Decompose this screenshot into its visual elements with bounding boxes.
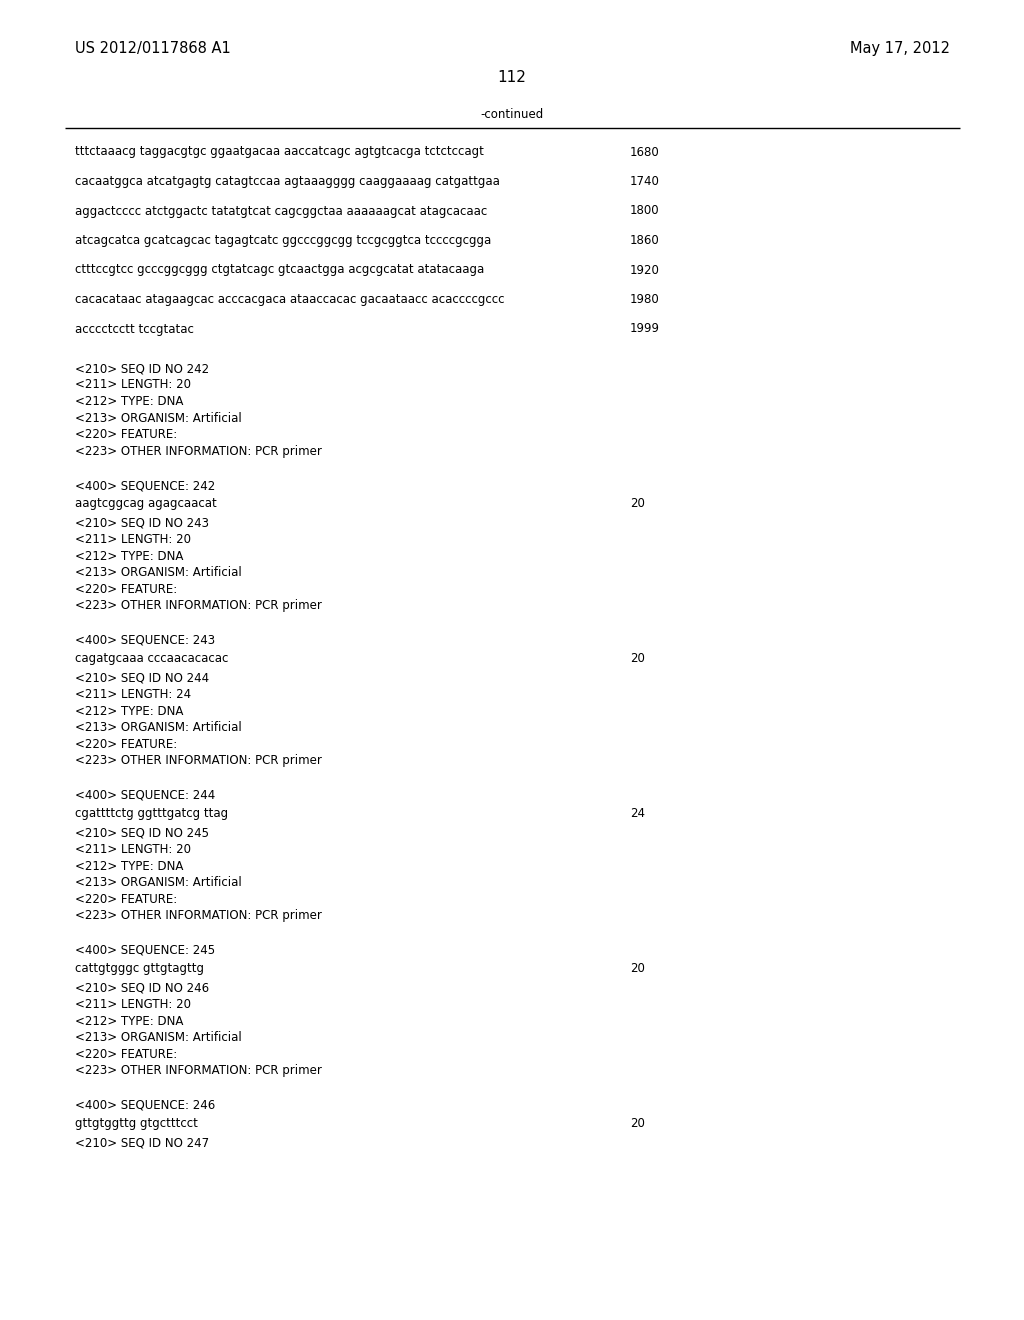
- Text: 20: 20: [630, 498, 645, 510]
- Text: <212> TYPE: DNA: <212> TYPE: DNA: [75, 395, 183, 408]
- Text: cagatgcaaa cccaacacacac: cagatgcaaa cccaacacacac: [75, 652, 228, 665]
- Text: tttctaaacg taggacgtgc ggaatgacaa aaccatcagc agtgtcacga tctctccagt: tttctaaacg taggacgtgc ggaatgacaa aaccatc…: [75, 145, 484, 158]
- Text: <223> OTHER INFORMATION: PCR primer: <223> OTHER INFORMATION: PCR primer: [75, 909, 322, 923]
- Text: <223> OTHER INFORMATION: PCR primer: <223> OTHER INFORMATION: PCR primer: [75, 755, 322, 767]
- Text: <223> OTHER INFORMATION: PCR primer: <223> OTHER INFORMATION: PCR primer: [75, 445, 322, 458]
- Text: acccctcctt tccgtatac: acccctcctt tccgtatac: [75, 322, 194, 335]
- Text: 1740: 1740: [630, 176, 659, 187]
- Text: <220> FEATURE:: <220> FEATURE:: [75, 583, 177, 597]
- Text: <220> FEATURE:: <220> FEATURE:: [75, 894, 177, 906]
- Text: 1680: 1680: [630, 145, 659, 158]
- Text: -continued: -continued: [480, 108, 544, 121]
- Text: atcagcatca gcatcagcac tagagtcatc ggcccggcgg tccgcggtca tccccgcgga: atcagcatca gcatcagcac tagagtcatc ggcccgg…: [75, 234, 492, 247]
- Text: cattgtgggc gttgtagttg: cattgtgggc gttgtagttg: [75, 962, 204, 975]
- Text: <223> OTHER INFORMATION: PCR primer: <223> OTHER INFORMATION: PCR primer: [75, 599, 322, 612]
- Text: <400> SEQUENCE: 245: <400> SEQUENCE: 245: [75, 944, 215, 957]
- Text: <400> SEQUENCE: 246: <400> SEQUENCE: 246: [75, 1100, 215, 1111]
- Text: 20: 20: [630, 962, 645, 975]
- Text: <210> SEQ ID NO 247: <210> SEQ ID NO 247: [75, 1137, 209, 1150]
- Text: 112: 112: [498, 70, 526, 86]
- Text: <400> SEQUENCE: 242: <400> SEQUENCE: 242: [75, 479, 215, 492]
- Text: 20: 20: [630, 1117, 645, 1130]
- Text: cacacataac atagaagcac acccacgaca ataaccacac gacaataacc acaccccgccc: cacacataac atagaagcac acccacgaca ataacca…: [75, 293, 505, 306]
- Text: cacaatggca atcatgagtg catagtccaa agtaaagggg caaggaaaag catgattgaa: cacaatggca atcatgagtg catagtccaa agtaaag…: [75, 176, 500, 187]
- Text: <213> ORGANISM: Artificial: <213> ORGANISM: Artificial: [75, 722, 242, 734]
- Text: <210> SEQ ID NO 245: <210> SEQ ID NO 245: [75, 828, 209, 840]
- Text: <211> LENGTH: 24: <211> LENGTH: 24: [75, 689, 191, 701]
- Text: 1999: 1999: [630, 322, 660, 335]
- Text: 1980: 1980: [630, 293, 659, 306]
- Text: <210> SEQ ID NO 243: <210> SEQ ID NO 243: [75, 517, 209, 531]
- Text: <213> ORGANISM: Artificial: <213> ORGANISM: Artificial: [75, 412, 242, 425]
- Text: <211> LENGTH: 20: <211> LENGTH: 20: [75, 533, 191, 546]
- Text: aagtcggcag agagcaacat: aagtcggcag agagcaacat: [75, 498, 217, 510]
- Text: <210> SEQ ID NO 246: <210> SEQ ID NO 246: [75, 982, 209, 995]
- Text: cgattttctg ggtttgatcg ttag: cgattttctg ggtttgatcg ttag: [75, 807, 228, 820]
- Text: <220> FEATURE:: <220> FEATURE:: [75, 428, 177, 441]
- Text: <213> ORGANISM: Artificial: <213> ORGANISM: Artificial: [75, 1031, 242, 1044]
- Text: 1920: 1920: [630, 264, 659, 276]
- Text: <223> OTHER INFORMATION: PCR primer: <223> OTHER INFORMATION: PCR primer: [75, 1064, 322, 1077]
- Text: <210> SEQ ID NO 242: <210> SEQ ID NO 242: [75, 362, 209, 375]
- Text: <220> FEATURE:: <220> FEATURE:: [75, 738, 177, 751]
- Text: 1860: 1860: [630, 234, 659, 247]
- Text: <400> SEQUENCE: 244: <400> SEQUENCE: 244: [75, 789, 215, 803]
- Text: <211> LENGTH: 20: <211> LENGTH: 20: [75, 843, 191, 857]
- Text: <220> FEATURE:: <220> FEATURE:: [75, 1048, 177, 1061]
- Text: 1800: 1800: [630, 205, 659, 218]
- Text: <211> LENGTH: 20: <211> LENGTH: 20: [75, 379, 191, 392]
- Text: <212> TYPE: DNA: <212> TYPE: DNA: [75, 1015, 183, 1028]
- Text: ctttccgtcc gcccggcggg ctgtatcagc gtcaactgga acgcgcatat atatacaaga: ctttccgtcc gcccggcggg ctgtatcagc gtcaact…: [75, 264, 484, 276]
- Text: <212> TYPE: DNA: <212> TYPE: DNA: [75, 861, 183, 873]
- Text: <400> SEQUENCE: 243: <400> SEQUENCE: 243: [75, 634, 215, 647]
- Text: US 2012/0117868 A1: US 2012/0117868 A1: [75, 41, 230, 55]
- Text: May 17, 2012: May 17, 2012: [850, 41, 950, 55]
- Text: 20: 20: [630, 652, 645, 665]
- Text: 24: 24: [630, 807, 645, 820]
- Text: <211> LENGTH: 20: <211> LENGTH: 20: [75, 998, 191, 1011]
- Text: <212> TYPE: DNA: <212> TYPE: DNA: [75, 550, 183, 564]
- Text: aggactcccc atctggactc tatatgtcat cagcggctaa aaaaaagcat atagcacaac: aggactcccc atctggactc tatatgtcat cagcggc…: [75, 205, 487, 218]
- Text: gttgtggttg gtgctttcct: gttgtggttg gtgctttcct: [75, 1117, 198, 1130]
- Text: <213> ORGANISM: Artificial: <213> ORGANISM: Artificial: [75, 566, 242, 579]
- Text: <212> TYPE: DNA: <212> TYPE: DNA: [75, 705, 183, 718]
- Text: <213> ORGANISM: Artificial: <213> ORGANISM: Artificial: [75, 876, 242, 890]
- Text: <210> SEQ ID NO 244: <210> SEQ ID NO 244: [75, 672, 209, 685]
